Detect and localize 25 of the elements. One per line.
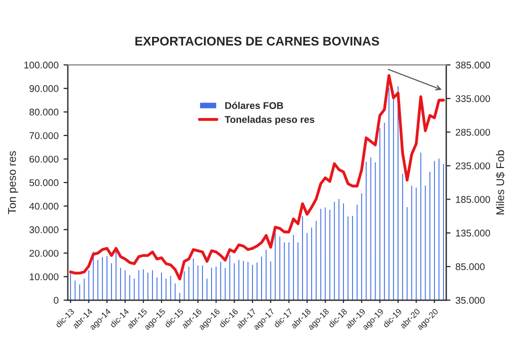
- y-tick-label: 40.000: [29, 202, 58, 210]
- y2-tick-label: 135.000: [456, 230, 490, 237]
- y-axis-title: Ton peso res: [8, 151, 18, 214]
- y2-tick-label: 85.000: [456, 263, 485, 270]
- line-series: [69, 74, 445, 280]
- y2-axis-title: Miles U$ Fob: [496, 150, 505, 214]
- y2-tick-label: 335.000: [456, 95, 490, 102]
- legend-label: Dólares FOB: [225, 102, 284, 110]
- y2-tick-label: 185.000: [456, 196, 490, 203]
- y2-tick-label: 385.000: [456, 62, 490, 69]
- y-tick-label: 30.000: [29, 226, 58, 234]
- y2-tick-label: 285.000: [456, 128, 490, 136]
- legend-label: Toneladas peso res: [224, 116, 314, 125]
- y-tick-label: 0: [54, 296, 58, 304]
- y-tick-label: 70.000: [30, 132, 58, 140]
- y-tick-label: 80.000: [30, 108, 58, 116]
- y-tick-label: 10.000: [30, 273, 58, 280]
- y-tick-label: 20.000: [30, 250, 58, 257]
- y-tick-label: 50.000: [29, 179, 58, 186]
- y-tick-label: 100.000: [24, 62, 58, 69]
- y-tick-label: 90.000: [30, 85, 58, 92]
- y-tick-label: 60.000: [30, 156, 58, 163]
- y2-tick-label: 235.000: [456, 162, 490, 170]
- y2-tick-label: 35.000: [456, 296, 485, 304]
- chart-title: EXPORTACIONES DE CARNES BOVINAS: [135, 36, 380, 46]
